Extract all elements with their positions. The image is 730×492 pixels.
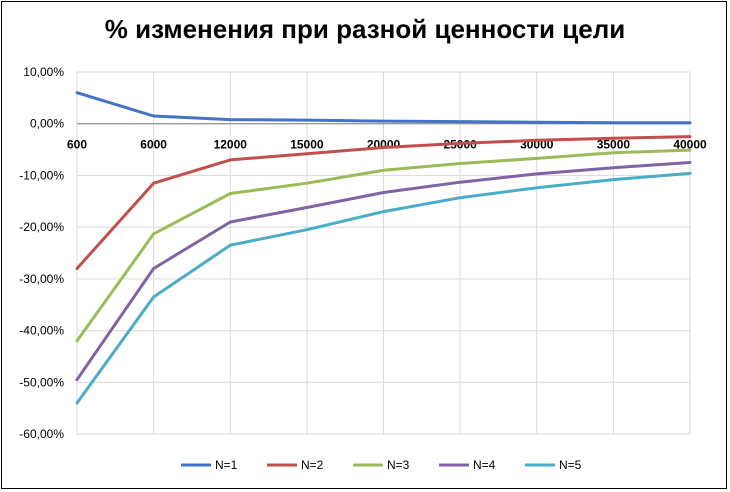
y-tick-label: -40,00% xyxy=(19,324,64,338)
chart-title: % изменения при разной ценности цели xyxy=(104,14,626,44)
y-tick-label: 0,00% xyxy=(30,117,64,131)
x-tick-label: 600 xyxy=(67,138,87,152)
y-tick-label: -60,00% xyxy=(19,427,64,441)
x-tick-label: 6000 xyxy=(140,138,167,152)
legend-label: N=3 xyxy=(387,458,410,472)
y-tick-label: 10,00% xyxy=(23,65,64,79)
x-tick-label: 40000 xyxy=(673,138,707,152)
y-tick-label: -10,00% xyxy=(19,168,64,182)
x-tick-label: 35000 xyxy=(597,138,631,152)
legend-label: N=5 xyxy=(559,458,582,472)
series-line-n1 xyxy=(75,91,692,125)
y-tick-label: -30,00% xyxy=(19,272,64,286)
x-tick-label: 12000 xyxy=(214,138,248,152)
series-lines xyxy=(75,91,692,405)
legend-label: N=4 xyxy=(473,458,496,472)
y-tick-label: -20,00% xyxy=(19,220,64,234)
legend-label: N=2 xyxy=(301,458,324,472)
series-line-n2 xyxy=(75,135,692,270)
legend: N=1 N=2 N=3 N=4 N=5 xyxy=(181,458,582,472)
legend-label: N=1 xyxy=(215,458,238,472)
y-tick-label: -50,00% xyxy=(19,375,64,389)
series-line-n3 xyxy=(75,148,692,343)
x-tick-label: 15000 xyxy=(290,138,324,152)
series-line-n4 xyxy=(75,161,692,382)
series-line-n5 xyxy=(75,171,692,405)
gridlines xyxy=(76,71,691,435)
